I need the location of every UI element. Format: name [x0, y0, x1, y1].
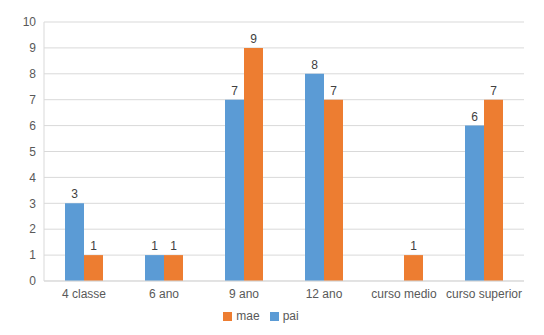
svg-text:3: 3	[29, 197, 36, 211]
svg-text:6: 6	[471, 110, 478, 124]
html-text:mae: mae	[236, 309, 260, 323]
svg-text:1: 1	[90, 239, 97, 253]
svg-text:7: 7	[490, 84, 497, 98]
svg-text:3: 3	[71, 187, 78, 201]
svg-text:curso medio: curso medio	[371, 287, 437, 301]
svg-text:4 classe: 4 classe	[62, 287, 106, 301]
svg-text:7: 7	[231, 84, 238, 98]
svg-text:7: 7	[29, 93, 36, 107]
svg-text:1: 1	[410, 239, 417, 253]
svg-text:5: 5	[29, 145, 36, 159]
svg-text:1: 1	[170, 239, 177, 253]
svg-text:12 ano: 12 ano	[306, 287, 343, 301]
svg-text:9: 9	[29, 41, 36, 55]
svg-text:9: 9	[250, 32, 257, 46]
svg-text:6: 6	[29, 119, 36, 133]
svg-text:7: 7	[330, 84, 337, 98]
svg-text:6 ano: 6 ano	[149, 287, 179, 301]
svg-text:1: 1	[29, 248, 36, 262]
svg-text:2: 2	[29, 222, 36, 236]
svg-text:1: 1	[151, 239, 158, 253]
html-text:pai: pai	[282, 309, 299, 323]
svg-text:8: 8	[311, 58, 318, 72]
svg-text:curso superior: curso superior	[446, 287, 522, 301]
svg-text:10: 10	[23, 15, 37, 29]
svg-text:0: 0	[29, 274, 36, 288]
svg-text:8: 8	[29, 67, 36, 81]
svg-text:9 ano: 9 ano	[229, 287, 259, 301]
svg-text:4: 4	[29, 171, 36, 185]
